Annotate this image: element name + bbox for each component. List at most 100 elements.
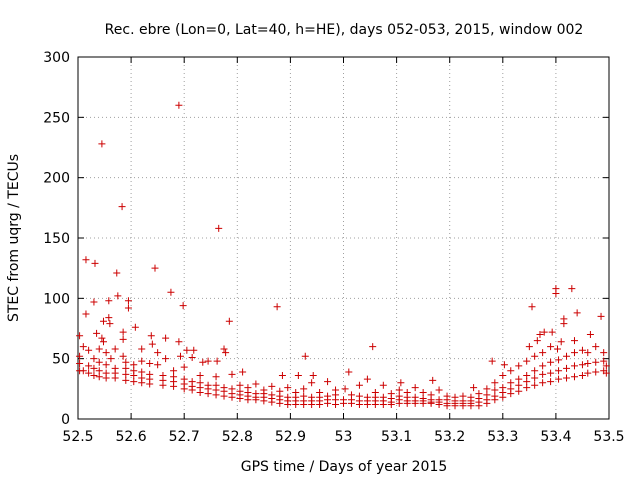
data-point [99, 317, 107, 325]
y-tick-label: 0 [61, 412, 70, 428]
data-point [99, 338, 107, 346]
data-point [539, 379, 547, 387]
data-point [90, 364, 98, 372]
data-point [553, 345, 561, 353]
data-point [204, 381, 212, 389]
data-point [592, 358, 600, 366]
data-point [387, 390, 395, 398]
data-point [212, 381, 220, 389]
data-point [451, 393, 459, 401]
data-point [180, 375, 188, 383]
data-point [578, 346, 586, 354]
data-point [188, 353, 196, 361]
y-tick-label: 150 [43, 231, 70, 247]
data-point [584, 369, 592, 377]
data-point [345, 368, 353, 376]
data-point [467, 393, 475, 401]
data-point [525, 343, 533, 351]
data-point [159, 372, 167, 380]
data-point [560, 320, 568, 328]
data-point [170, 367, 178, 375]
data-point [95, 373, 103, 381]
data-point [190, 346, 198, 354]
x-tick-label: 53 [335, 429, 353, 445]
data-point [552, 290, 560, 298]
data-point [85, 362, 93, 370]
data-point [91, 259, 99, 267]
data-point [276, 387, 284, 395]
data-point [491, 392, 499, 400]
data-point [213, 357, 221, 365]
data-point [236, 381, 244, 389]
data-point [397, 379, 405, 387]
data-point [540, 328, 548, 336]
data-point [252, 390, 260, 398]
data-point [488, 357, 496, 365]
data-point [138, 368, 146, 376]
data-point [90, 372, 98, 380]
data-point [347, 391, 355, 399]
data-point [228, 385, 236, 393]
data-point [102, 369, 110, 377]
data-point [102, 361, 110, 369]
data-point [547, 378, 555, 386]
data-point [79, 367, 87, 375]
data-point [483, 391, 491, 399]
data-point [114, 292, 122, 300]
data-point [105, 314, 113, 322]
data-point [586, 331, 594, 339]
data-point [499, 384, 507, 392]
data-point [491, 386, 499, 394]
x-tick-label: 53.3 [487, 429, 518, 445]
data-point [584, 359, 592, 367]
data-point [148, 340, 156, 348]
data-point [284, 393, 292, 401]
data-point [138, 345, 146, 353]
data-point [499, 372, 507, 380]
data-point [147, 332, 155, 340]
data-point [162, 334, 170, 342]
data-point [411, 384, 419, 392]
data-point [260, 386, 268, 394]
data-point [76, 332, 84, 340]
data-points [76, 101, 610, 410]
data-point [379, 381, 387, 389]
data-point [395, 386, 403, 394]
data-point [151, 264, 159, 272]
data-point [220, 345, 228, 353]
data-point [555, 367, 563, 375]
data-point [122, 364, 130, 372]
data-point [324, 378, 332, 386]
data-point [557, 338, 565, 346]
data-point [316, 388, 324, 396]
data-point [592, 368, 600, 376]
x-tick-label: 53.2 [434, 429, 465, 445]
y-tick-label: 200 [43, 171, 70, 187]
data-point [180, 363, 188, 371]
data-point [130, 361, 138, 369]
x-tick-labels: 52.5 52.6 52.7 52.8 52.9 53 53.1 53.2 53.3 53.4 53… [62, 429, 624, 445]
data-point [523, 384, 531, 392]
data-point [563, 364, 571, 372]
data-point [578, 361, 586, 369]
data-point [507, 367, 515, 375]
data-point [76, 352, 84, 360]
data-point [443, 392, 451, 400]
data-point [555, 375, 563, 383]
data-point [515, 362, 523, 370]
x-tick-label: 53.4 [540, 429, 571, 445]
data-point [188, 378, 196, 386]
data-point [539, 362, 547, 370]
y-tick-label: 50 [52, 352, 70, 368]
data-point [76, 359, 84, 367]
data-point [531, 352, 539, 360]
data-point [228, 370, 236, 378]
data-point [419, 394, 427, 402]
data-point [592, 343, 600, 351]
data-point [102, 349, 110, 357]
data-point [355, 381, 363, 389]
y-tick-label: 100 [43, 291, 70, 307]
data-point [369, 343, 377, 351]
data-point [568, 285, 576, 293]
